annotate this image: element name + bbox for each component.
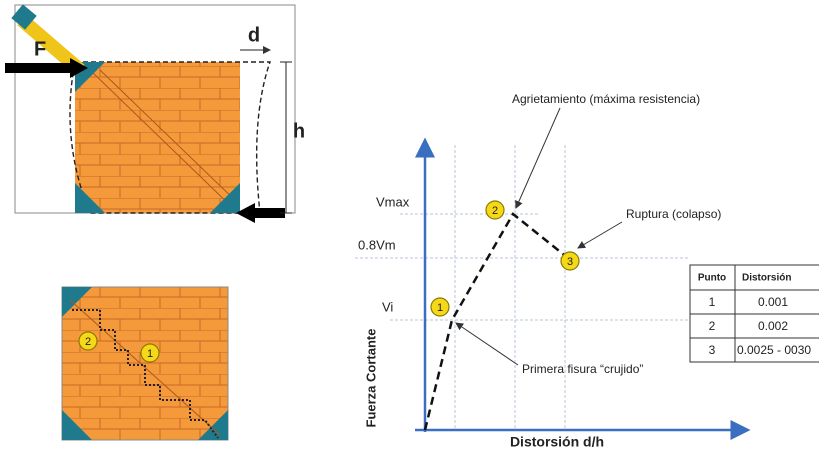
table-cell: 1 xyxy=(709,295,716,309)
table-cell: 0.002 xyxy=(758,319,788,333)
level-label: Vi xyxy=(382,299,393,314)
table-cell: 0.0025 - 0030 xyxy=(737,343,811,357)
force-label: F xyxy=(34,38,46,60)
page: F d h 2 1 Vmax 0.8Vm Vi 1 2 3 Primera fi… xyxy=(0,0,819,455)
annotation-arrow xyxy=(456,323,518,365)
marker-label: 3 xyxy=(567,256,573,268)
annotation: Ruptura (colapso) xyxy=(626,207,721,221)
header-cell: Distorsión xyxy=(742,273,791,284)
height-label: h xyxy=(293,120,305,142)
marker-label: 2 xyxy=(492,205,498,217)
crack-diagram: 2 1 xyxy=(62,287,228,440)
graph: Vmax 0.8Vm Vi 1 2 3 Primera fisura “cruj… xyxy=(355,92,748,450)
curve xyxy=(425,214,568,430)
y-axis-label: Fuerza Cortante xyxy=(363,329,378,428)
annotation: Agrietamiento (máxima resistencia) xyxy=(512,92,700,106)
marker-label: 2 xyxy=(85,336,91,348)
brick-wall xyxy=(62,287,228,440)
level-label: Vmax xyxy=(376,194,410,209)
table-cell: 3 xyxy=(709,343,716,357)
table-cell: 2 xyxy=(709,319,716,333)
marker-label: 1 xyxy=(147,348,153,360)
table-cell: 0.001 xyxy=(758,295,788,309)
x-axis-label: Distorsión d/h xyxy=(510,434,604,450)
wall-diagram: F d h xyxy=(5,4,305,223)
table: Punto Distorsión 1 0.001 2 0.002 3 0.002… xyxy=(690,265,819,362)
annotation-arrow xyxy=(578,222,622,248)
displacement-label: d xyxy=(248,24,260,46)
header-cell: Punto xyxy=(698,273,726,284)
marker-label: 1 xyxy=(437,302,443,314)
level-label: 0.8Vm xyxy=(358,237,396,252)
grid-lines xyxy=(355,145,690,430)
annotation-arrow xyxy=(516,108,560,208)
annotation: Primera fisura “crujido” xyxy=(522,362,643,376)
